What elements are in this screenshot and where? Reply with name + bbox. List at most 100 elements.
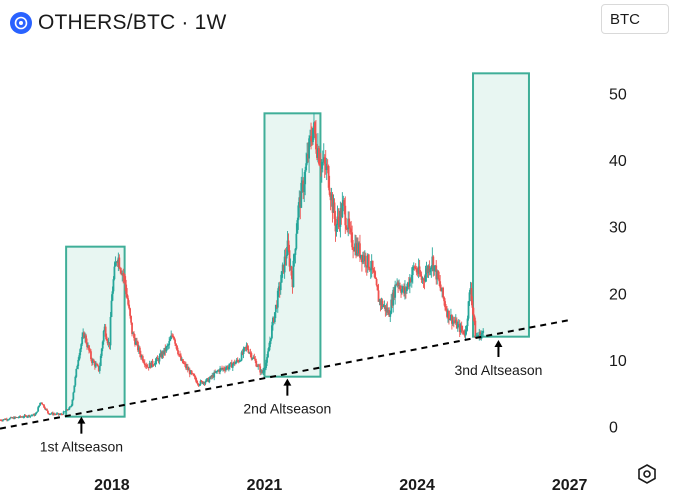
candle bbox=[253, 353, 256, 360]
candle-body bbox=[418, 266, 421, 275]
candle-body bbox=[424, 274, 427, 282]
candle-body bbox=[407, 282, 410, 287]
candle bbox=[267, 348, 269, 359]
candle bbox=[320, 159, 323, 183]
candle bbox=[0, 419, 2, 422]
candle-body bbox=[227, 366, 230, 369]
candle bbox=[99, 353, 102, 367]
candle-body bbox=[42, 404, 44, 406]
candle-body bbox=[167, 345, 170, 346]
y-tick-label: 40 bbox=[609, 153, 627, 170]
candle-body bbox=[258, 365, 261, 367]
candle-body bbox=[227, 366, 229, 369]
candle-body bbox=[186, 366, 189, 371]
candle-body bbox=[459, 325, 462, 333]
candle-body bbox=[300, 182, 303, 208]
candle-body bbox=[351, 232, 354, 248]
candle-body bbox=[178, 354, 180, 355]
candle-body bbox=[386, 307, 389, 313]
candle bbox=[313, 112, 315, 140]
candle-body bbox=[107, 342, 110, 344]
annotation-1: 1st Altseason bbox=[40, 416, 123, 455]
candle bbox=[472, 307, 475, 322]
annotation-arrowhead bbox=[283, 378, 292, 386]
candle bbox=[408, 274, 411, 294]
candle bbox=[167, 343, 170, 350]
candle bbox=[347, 211, 350, 237]
candle-body bbox=[316, 149, 318, 158]
candle-body bbox=[163, 347, 166, 355]
candle bbox=[180, 353, 182, 362]
candle-body bbox=[45, 409, 47, 410]
candle-body bbox=[271, 325, 273, 339]
candle bbox=[212, 372, 215, 379]
candle-body bbox=[196, 382, 199, 384]
candle bbox=[155, 356, 158, 365]
candle bbox=[194, 375, 197, 382]
candle bbox=[243, 346, 246, 352]
candle-body bbox=[379, 299, 382, 305]
altseason-boxes bbox=[65, 72, 530, 418]
candle-body bbox=[155, 357, 158, 362]
candle bbox=[457, 319, 460, 327]
candle-body bbox=[451, 320, 454, 324]
candle-body bbox=[172, 335, 175, 338]
candle bbox=[51, 411, 54, 416]
candle-body bbox=[273, 312, 276, 323]
candle bbox=[260, 369, 263, 375]
candle-body bbox=[396, 282, 399, 286]
candle-body bbox=[445, 307, 447, 311]
settings-hexagon-icon[interactable] bbox=[636, 463, 658, 485]
candle bbox=[350, 220, 353, 243]
candle bbox=[176, 345, 178, 351]
currency-selector[interactable]: BTC bbox=[601, 4, 669, 34]
candle-body bbox=[292, 260, 295, 288]
candle bbox=[337, 208, 340, 230]
candle-body bbox=[132, 333, 134, 335]
x-axis: 2018 2021 2024 2027 bbox=[94, 477, 587, 494]
candle bbox=[102, 329, 105, 345]
candle-body bbox=[420, 275, 423, 280]
candle-body bbox=[296, 220, 299, 234]
candle bbox=[399, 282, 401, 292]
candle-body bbox=[348, 218, 351, 228]
candle bbox=[478, 328, 481, 341]
candle bbox=[233, 359, 236, 367]
candle-body bbox=[350, 228, 353, 233]
candle bbox=[174, 338, 176, 346]
candle bbox=[146, 364, 149, 368]
candle-body bbox=[399, 285, 401, 290]
candle bbox=[117, 252, 120, 272]
candle bbox=[108, 342, 111, 350]
candle bbox=[216, 370, 219, 374]
annotations: 1st Altseason 2nd Altseason 3nd Altseason bbox=[40, 340, 542, 455]
candle bbox=[151, 358, 154, 368]
candle bbox=[101, 340, 104, 352]
candle-body bbox=[176, 345, 178, 351]
candle bbox=[89, 348, 91, 353]
candle-body bbox=[59, 414, 62, 415]
candle bbox=[411, 265, 414, 284]
candle bbox=[456, 321, 459, 332]
candle bbox=[398, 279, 400, 289]
candle-body bbox=[333, 202, 336, 219]
candle-body bbox=[462, 330, 465, 334]
candle bbox=[364, 252, 367, 273]
candle-body bbox=[431, 256, 434, 267]
candle-body bbox=[334, 218, 337, 232]
candle-body bbox=[419, 274, 422, 276]
candle-body bbox=[240, 352, 243, 361]
candle-body bbox=[324, 163, 327, 171]
candle-body bbox=[232, 361, 235, 365]
candle-body bbox=[191, 373, 194, 374]
candle-body bbox=[438, 278, 441, 282]
candle bbox=[440, 284, 443, 292]
candle bbox=[123, 272, 126, 283]
chart-title: OTHERS/BTC · 1W bbox=[38, 11, 227, 34]
candle-body bbox=[181, 359, 183, 361]
candle bbox=[150, 360, 153, 368]
candle bbox=[141, 354, 144, 363]
candle bbox=[22, 415, 25, 419]
candle-body bbox=[433, 265, 436, 272]
candle-body bbox=[349, 227, 352, 229]
